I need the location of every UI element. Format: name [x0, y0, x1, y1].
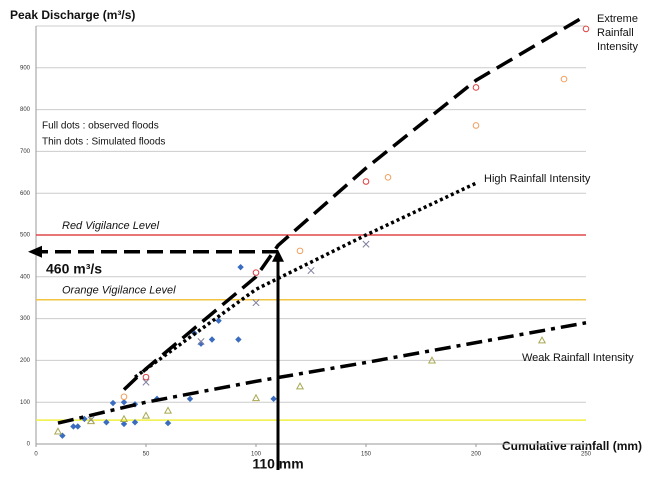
y-tick-label: 900 — [20, 65, 31, 71]
y-tick-label: 100 — [20, 400, 31, 406]
point — [472, 84, 480, 91]
point — [120, 420, 128, 428]
point — [120, 399, 128, 406]
y-tick-label: 500 — [20, 233, 31, 239]
point — [119, 414, 129, 422]
point — [59, 432, 66, 439]
point — [215, 317, 222, 324]
point — [208, 336, 216, 343]
point — [251, 393, 261, 402]
line-label-text: Extreme Rainfall Intensity — [597, 13, 638, 53]
point — [197, 338, 205, 346]
line-label-text: Weak Rainfall Intensity — [522, 352, 634, 364]
point — [537, 336, 547, 344]
y-tick-label: 800 — [20, 107, 31, 113]
line-label-text: High Rainfall Intensity — [484, 173, 591, 185]
note: Full dots : observed floods — [42, 121, 159, 132]
x-tick-label: 100 — [251, 452, 262, 458]
line-label: Weak Rainfall Intensity — [522, 352, 634, 364]
reference-label: Red Vigilance Level — [62, 220, 160, 232]
x-tick-label: 50 — [143, 452, 150, 458]
point — [270, 395, 277, 403]
point — [186, 395, 194, 403]
trend-line — [57, 321, 587, 425]
y-tick-label: 200 — [20, 358, 31, 364]
point — [296, 247, 304, 255]
y-axis-title: Peak Discharge (m³/s) — [10, 8, 135, 22]
point — [295, 382, 305, 390]
point — [472, 122, 480, 129]
y-tick-label: 400 — [20, 274, 31, 280]
x-axis-title: Cumulative rainfall (mm) — [502, 439, 642, 453]
point — [53, 427, 63, 435]
point — [142, 373, 150, 381]
x-tick-label: 250 — [581, 452, 592, 458]
trend-line — [133, 181, 477, 379]
note: Thin dots : Simulated floods — [42, 137, 165, 148]
arrow-head — [28, 245, 42, 258]
point — [252, 299, 260, 307]
point — [560, 75, 568, 83]
marker-x-label: 110 mm — [252, 456, 303, 472]
point — [427, 356, 437, 364]
point — [164, 419, 172, 427]
point — [307, 266, 315, 275]
point — [74, 423, 81, 430]
y-tick-label: 300 — [20, 316, 31, 322]
point — [384, 174, 392, 181]
point — [237, 263, 244, 271]
point — [582, 25, 590, 33]
marker-y-label: 460 m³/s — [46, 260, 102, 276]
point — [163, 406, 173, 414]
point — [131, 419, 139, 426]
y-tick-label: 0 — [27, 442, 31, 448]
arrow-head — [272, 249, 284, 262]
point — [70, 423, 77, 430]
point — [142, 378, 150, 386]
point — [103, 419, 110, 426]
line-label: Extreme Rainfall Intensity — [597, 13, 638, 53]
y-tick-label: 700 — [20, 149, 31, 155]
point — [141, 411, 151, 419]
y-tick-label: 600 — [20, 191, 31, 197]
x-tick-label: 200 — [471, 452, 482, 458]
point — [120, 393, 128, 401]
x-tick-label: 150 — [361, 452, 372, 458]
point — [109, 399, 117, 407]
line-label: High Rainfall Intensity — [484, 173, 591, 185]
point — [197, 340, 205, 347]
x-tick-label: 0 — [34, 452, 38, 458]
point — [81, 415, 88, 423]
reference-label: Orange Vigilance Level — [62, 285, 176, 297]
point — [86, 416, 96, 425]
point — [362, 178, 370, 185]
point — [362, 240, 370, 248]
point — [235, 336, 242, 343]
point — [252, 269, 260, 276]
